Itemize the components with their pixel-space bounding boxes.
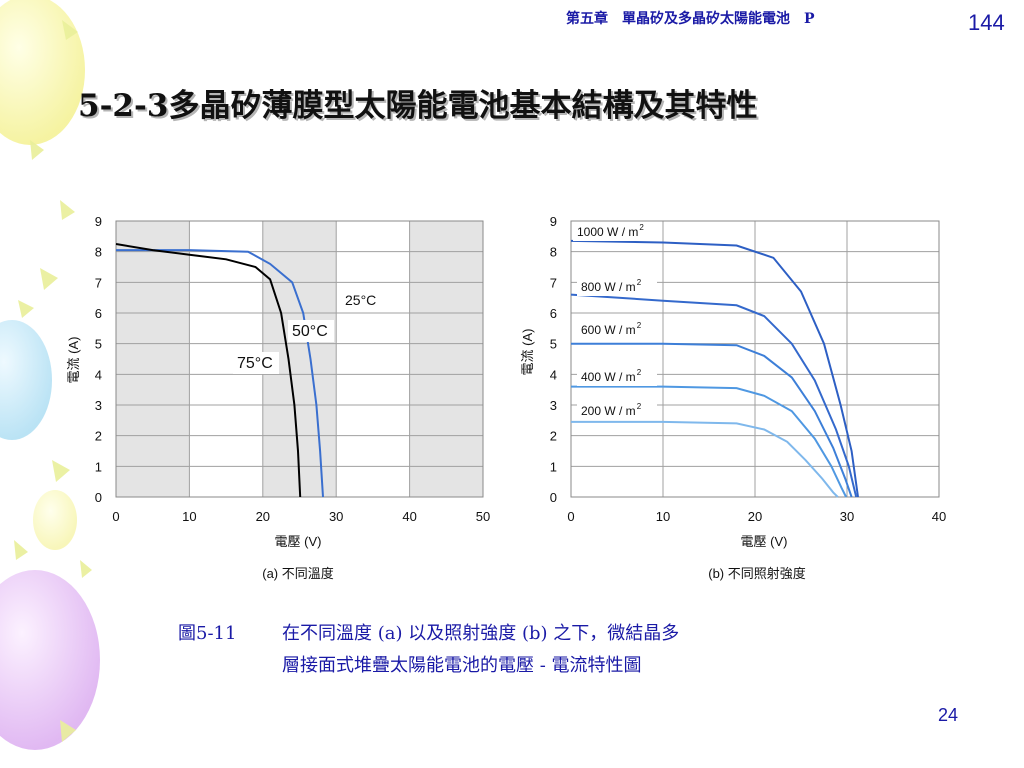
y-tick-label: 5 bbox=[550, 337, 557, 352]
y-axis-label: 電流 (A) bbox=[66, 337, 81, 384]
chapter-title: 第五章 單晶矽及多晶矽太陽能電池 bbox=[566, 11, 790, 27]
series-label-superscript: 2 bbox=[637, 278, 642, 287]
x-axis-label: 電壓 (V) bbox=[741, 534, 788, 549]
background-band bbox=[409, 221, 483, 497]
x-axis-label: 電壓 (V) bbox=[275, 534, 322, 549]
series-label: 25°C bbox=[345, 292, 376, 308]
x-tick-label: 10 bbox=[182, 509, 196, 524]
series-label: 50°C bbox=[292, 323, 328, 340]
y-tick-label: 6 bbox=[550, 306, 557, 321]
figure-number: 圖5-11 bbox=[178, 623, 237, 644]
caption-line-2: 層接面式堆疊太陽能電池的電壓 - 電流特性圖 bbox=[282, 655, 642, 676]
series-label-superscript: 2 bbox=[637, 402, 642, 411]
x-tick-label: 30 bbox=[840, 509, 854, 524]
y-tick-label: 8 bbox=[550, 245, 557, 260]
x-tick-label: 40 bbox=[932, 509, 946, 524]
series-label: 75°C bbox=[237, 355, 273, 372]
series-line-1-2 bbox=[571, 342, 853, 498]
plot-border bbox=[570, 220, 940, 498]
y-tick-label: 4 bbox=[550, 367, 557, 382]
series-label: 600 W / m bbox=[581, 323, 636, 337]
series-line-1-3 bbox=[571, 385, 847, 498]
page-number-bottom: 24 bbox=[938, 705, 959, 725]
series-label: 400 W / m bbox=[581, 370, 636, 384]
y-tick-label: 1 bbox=[550, 459, 557, 474]
y-tick-label: 3 bbox=[550, 398, 557, 413]
series-label-background bbox=[577, 322, 657, 339]
y-tick-label: 0 bbox=[550, 490, 557, 505]
series-label: 800 W / m bbox=[581, 280, 636, 294]
x-tick-label: 10 bbox=[656, 509, 670, 524]
y-tick-label: 1 bbox=[95, 459, 102, 474]
series-label-background bbox=[288, 320, 334, 342]
purple-balloon-shape bbox=[0, 570, 100, 750]
series-label-background bbox=[573, 224, 653, 241]
series-line-1-4 bbox=[571, 420, 839, 498]
y-tick-label: 2 bbox=[95, 429, 102, 444]
series-line-0-2 bbox=[115, 243, 302, 498]
series-label-background bbox=[233, 352, 279, 374]
slide-title: 5-2-3多晶矽薄膜型太陽能電池基本結構及其特性 bbox=[78, 88, 758, 124]
series-label: 200 W / m bbox=[581, 404, 636, 418]
y-tick-label: 8 bbox=[95, 245, 102, 260]
y-tick-label: 9 bbox=[95, 214, 102, 229]
x-tick-label: 20 bbox=[256, 509, 270, 524]
leaf-shapes bbox=[14, 20, 92, 742]
y-tick-label: 0 bbox=[95, 490, 102, 505]
y-tick-label: 6 bbox=[95, 306, 102, 321]
series-line-1-0 bbox=[570, 239, 859, 498]
series-line-0-0 bbox=[116, 249, 324, 498]
series-label-background bbox=[577, 369, 657, 386]
x-tick-label: 50 bbox=[476, 509, 490, 524]
x-tick-label: 0 bbox=[567, 509, 574, 524]
chart-subtitle: (b) 不同照射強度 bbox=[708, 566, 806, 581]
y-tick-label: 5 bbox=[95, 337, 102, 352]
chart-subtitle: (a) 不同溫度 bbox=[262, 566, 334, 581]
yellow-balloon-shape bbox=[0, 0, 85, 145]
series-label-superscript: 2 bbox=[639, 223, 644, 232]
series-label: 1000 W / m bbox=[577, 225, 638, 239]
series-label-background bbox=[577, 279, 657, 296]
x-tick-label: 0 bbox=[112, 509, 119, 524]
series-line-1-1 bbox=[570, 293, 858, 498]
y-tick-label: 7 bbox=[550, 275, 557, 290]
chapter-header: 第五章 單晶矽及多晶矽太陽能電池 P bbox=[566, 8, 815, 28]
x-tick-label: 20 bbox=[748, 509, 762, 524]
small-yellow-balloon-shape bbox=[33, 490, 77, 550]
x-tick-label: 40 bbox=[402, 509, 416, 524]
header-letter: P bbox=[804, 11, 815, 27]
series-label-background bbox=[577, 403, 657, 420]
y-tick-label: 2 bbox=[550, 429, 557, 444]
y-axis-label: 電流 (A) bbox=[520, 329, 535, 376]
blue-balloon-shape bbox=[0, 320, 52, 440]
y-tick-label: 9 bbox=[550, 214, 557, 229]
y-tick-label: 4 bbox=[95, 367, 102, 382]
page-number-top: 144 bbox=[968, 10, 1005, 35]
series-label-superscript: 2 bbox=[637, 368, 642, 377]
y-tick-label: 3 bbox=[95, 398, 102, 413]
caption-line-1: 在不同溫度 (a) 以及照射強度 (b) 之下，微結晶多 bbox=[282, 623, 680, 644]
y-tick-label: 7 bbox=[95, 275, 102, 290]
background-band bbox=[116, 221, 190, 497]
x-tick-label: 30 bbox=[329, 509, 343, 524]
series-label-superscript: 2 bbox=[637, 321, 642, 330]
figure-caption: 圖5-11 在不同溫度 (a) 以及照射強度 (b) 之下，微結晶多 層接面式堆疊… bbox=[178, 618, 679, 682]
